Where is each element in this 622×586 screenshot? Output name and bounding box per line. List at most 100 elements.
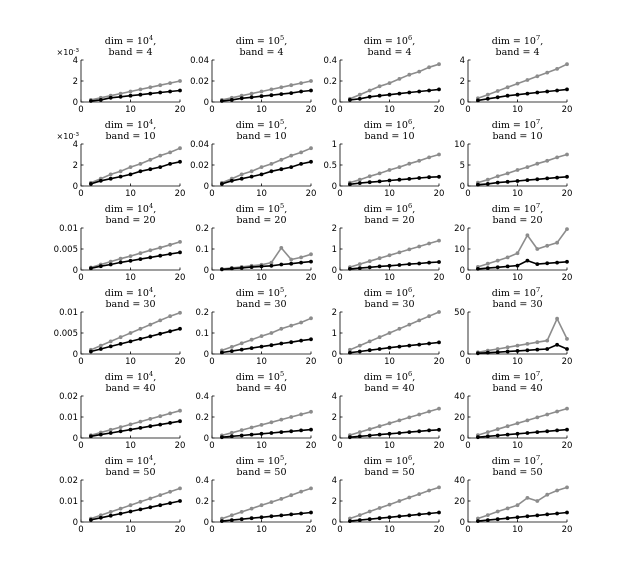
data-point-gray — [178, 79, 182, 83]
data-point-black — [397, 177, 402, 182]
subplot-title: band = 4 — [240, 47, 284, 58]
data-point-gray — [437, 152, 441, 157]
data-point-black — [535, 90, 540, 95]
data-point-black — [348, 98, 352, 102]
data-point-black — [148, 255, 153, 260]
data-point-black — [427, 260, 431, 265]
y-tick-label: 0 — [73, 350, 78, 360]
data-point-black — [309, 259, 313, 264]
series-line-gray — [349, 486, 440, 520]
data-point-black — [565, 510, 569, 515]
data-point-black — [220, 267, 224, 272]
x-tick-label: 20 — [306, 189, 317, 199]
data-point-black — [269, 263, 274, 268]
y-tick-label: 5 — [460, 161, 465, 171]
data-point-black — [377, 432, 382, 437]
data-point-gray — [545, 243, 550, 248]
subplot-title: dim = 104, — [105, 34, 156, 47]
series-line-gray — [477, 228, 568, 268]
data-point-black — [495, 433, 500, 438]
x-tick-label: 0 — [465, 273, 470, 283]
data-point-black — [505, 179, 510, 184]
data-point-black — [269, 343, 274, 348]
data-point-black — [128, 258, 133, 263]
data-point-gray — [299, 255, 303, 260]
data-point-black — [138, 337, 143, 341]
data-point-black — [427, 511, 431, 516]
x-tick-label: 10 — [512, 525, 523, 535]
data-point-black — [545, 89, 550, 94]
subplot-title: band = 20 — [105, 215, 155, 226]
data-point-gray — [437, 62, 441, 67]
data-point-gray — [259, 503, 264, 508]
subplot-title: dim = 105, — [236, 202, 287, 215]
data-point-black — [279, 167, 284, 172]
data-point-gray — [515, 343, 520, 348]
data-point-gray — [377, 424, 382, 429]
data-point-black — [367, 517, 372, 522]
x-tick-label: 0 — [78, 105, 83, 115]
series-line-black — [90, 328, 181, 353]
data-point-gray — [417, 318, 422, 323]
data-point-gray — [279, 417, 284, 422]
data-point-black — [249, 516, 254, 521]
data-point-gray — [168, 242, 173, 247]
data-point-gray — [555, 67, 559, 71]
subplot-title: dim = 106, — [364, 286, 415, 299]
y-tick-label: 1 — [332, 245, 337, 255]
data-point-black — [309, 88, 313, 93]
data-point-black — [158, 253, 163, 258]
data-point-gray — [407, 72, 412, 77]
data-point-black — [535, 513, 540, 518]
data-point-black — [178, 159, 182, 164]
data-point-black — [407, 177, 412, 181]
data-point-black — [525, 514, 530, 519]
data-point-black — [476, 98, 480, 103]
x-tick-label: 20 — [562, 441, 573, 451]
data-point-gray — [505, 255, 510, 260]
data-point-black — [357, 266, 362, 270]
data-point-black — [485, 350, 490, 355]
data-point-black — [485, 266, 490, 270]
x-tick-label: 20 — [306, 525, 317, 535]
data-point-black — [168, 421, 173, 425]
data-point-black — [249, 432, 254, 437]
data-point-gray — [239, 172, 244, 177]
data-point-gray — [118, 91, 123, 96]
data-point-black — [427, 175, 431, 180]
data-point-gray — [407, 415, 412, 420]
data-point-black — [485, 96, 490, 101]
data-point-black — [158, 331, 163, 336]
data-point-gray — [269, 420, 274, 425]
subplot-title: dim = 105, — [236, 118, 287, 131]
y-tick-label: 4 — [460, 56, 465, 66]
data-point-gray — [128, 89, 133, 94]
data-point-black — [417, 261, 422, 266]
series-line-gray — [90, 312, 181, 351]
data-point-gray — [138, 251, 143, 256]
data-point-black — [279, 341, 284, 346]
data-point-gray — [289, 83, 294, 88]
x-tick-label: 10 — [256, 189, 267, 199]
data-point-black — [259, 172, 264, 177]
subplot-title: dim = 107, — [492, 370, 543, 383]
data-point-gray — [269, 162, 274, 166]
data-point-black — [259, 94, 264, 99]
data-point-gray — [397, 499, 402, 503]
data-point-gray — [309, 409, 313, 414]
data-point-black — [309, 337, 313, 342]
x-tick-label: 10 — [384, 273, 395, 283]
subplot: dim = 107,band = 30 0 50 0 10 20 — [454, 286, 572, 367]
data-point-gray — [476, 516, 480, 521]
series-line-black — [90, 161, 181, 185]
data-point-black — [348, 519, 352, 523]
data-point-black — [505, 349, 510, 354]
data-point-gray — [168, 489, 173, 494]
data-point-gray — [555, 155, 559, 160]
x-tick-label: 10 — [125, 441, 136, 451]
data-point-gray — [437, 485, 441, 490]
y-tick-label: 0.01 — [59, 413, 78, 423]
data-point-black — [98, 264, 103, 269]
data-point-black — [158, 90, 163, 95]
